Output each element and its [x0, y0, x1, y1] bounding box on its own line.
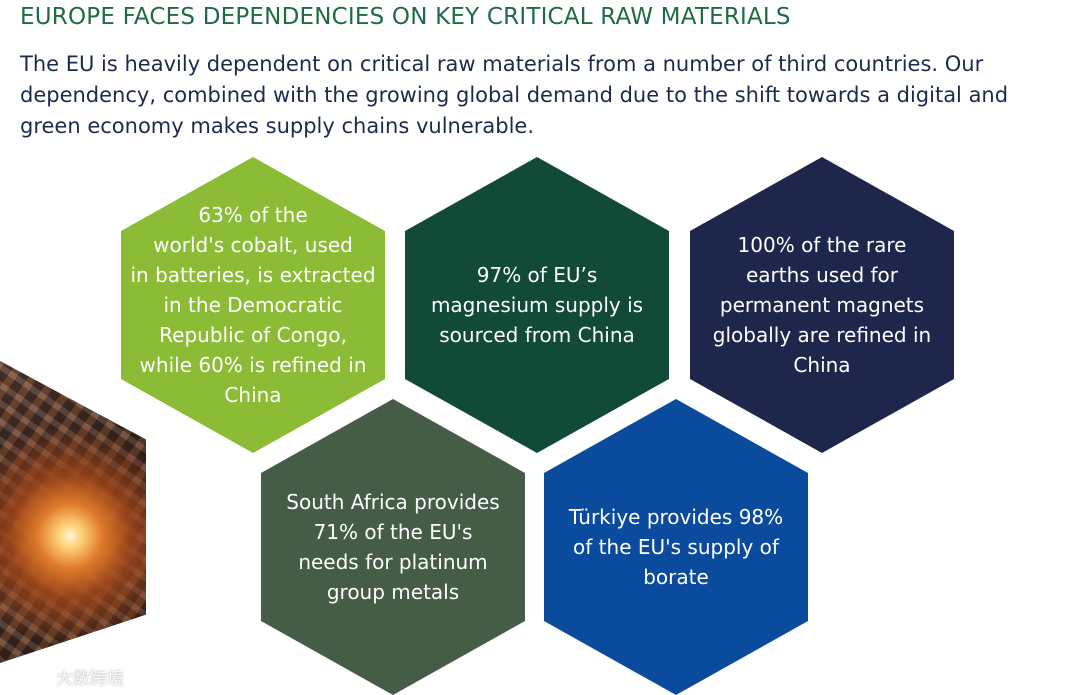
hexagon-line: in batteries, is extracted	[130, 263, 376, 287]
hexagon-text-platinum: South Africa provides 71% of the EU's ne…	[268, 487, 518, 607]
hexagon-borate: Türkiye provides 98% of the EU's supply …	[544, 399, 808, 695]
hexagon-line: group metals	[326, 580, 460, 604]
hexagon-line: Republic of Congo,	[159, 323, 347, 347]
watermark-text: 大数跨境	[56, 668, 124, 689]
hexagon-platinum: South Africa provides 71% of the EU's ne…	[261, 399, 525, 695]
hexagon-line: 97% of EU’s	[476, 263, 598, 287]
hexagon-line: borate	[643, 565, 709, 589]
hexagon-line: South Africa provides	[286, 490, 500, 514]
hexagon-line: while 60% is refined in	[139, 353, 367, 377]
logo-icon	[10, 668, 49, 685]
watermark: 大数跨境	[8, 663, 124, 689]
hexagon-line: 100% of the rare	[737, 233, 907, 257]
page-title: EUROPE FACES DEPENDENCIES ON KEY CRITICA…	[20, 4, 791, 30]
hexagon-line: China	[224, 383, 282, 407]
hexagon-magnesium: 97% of EU’s magnesium supply is sourced …	[405, 157, 669, 453]
hexagon-line: needs for platinum	[298, 550, 488, 574]
hexagon-line: in the Democratic	[163, 293, 343, 317]
hexagon-rare-earths: 100% of the rare earths used for permane…	[690, 157, 954, 453]
hexagon-line: earths used for	[745, 263, 899, 287]
hexagon-line: 71% of the EU's	[313, 520, 473, 544]
hexagon-line: of the EU's supply of	[573, 535, 779, 559]
hexagon-line: China	[793, 353, 851, 377]
hexagon-text-rare-earths: 100% of the rare earths used for permane…	[697, 230, 947, 380]
hexagon-line: world's cobalt, used	[153, 233, 353, 257]
hexagon-cobalt: 63% of the world's cobalt, used in batte…	[121, 157, 385, 453]
hexagon-line: Türkiye provides 98%	[568, 505, 784, 529]
hexagon-text-magnesium: 97% of EU’s magnesium supply is sourced …	[412, 260, 662, 350]
hexagon-line: sourced from China	[439, 323, 635, 347]
intro-paragraph: The EU is heavily dependent on critical …	[20, 52, 1009, 138]
hexagon-line: magnesium supply is	[430, 293, 644, 317]
hexagon-line: globally are refined in	[712, 323, 932, 347]
hexagon-line: permanent magnets	[719, 293, 925, 317]
hexagon-text-cobalt: 63% of the world's cobalt, used in batte…	[128, 200, 378, 410]
hexagon-text-borate: Türkiye provides 98% of the EU's supply …	[551, 502, 801, 592]
hexagon-line: 63% of the	[198, 203, 308, 227]
raw-material-photo	[0, 361, 146, 663]
